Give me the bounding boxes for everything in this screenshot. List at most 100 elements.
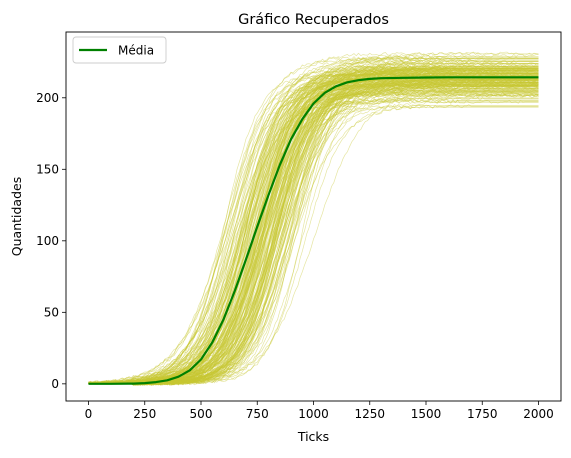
simulation-run-line [88, 74, 539, 386]
simulation-run-line [88, 83, 539, 385]
x-tick-label: 750 [246, 407, 269, 421]
simulation-run-line [88, 83, 539, 385]
simulation-run-line [88, 88, 539, 386]
simulation-run-line [88, 86, 539, 385]
simulation-run-line [88, 81, 539, 385]
simulation-run-line [88, 73, 539, 385]
simulation-run-line [88, 56, 539, 385]
simulation-run-line [88, 62, 539, 385]
y-tick-label: 150 [36, 163, 59, 177]
x-tick-label: 1000 [298, 407, 329, 421]
simulation-run-line [88, 64, 539, 386]
simulation-run-line [88, 81, 539, 386]
simulation-run-line [88, 69, 539, 385]
simulation-run-line [88, 67, 539, 385]
simulation-run-line [88, 82, 539, 384]
simulation-run-line [88, 104, 539, 386]
legend-label-media: Média [118, 44, 154, 58]
simulation-run-line [88, 84, 539, 385]
simulation-run-line [88, 85, 539, 385]
simulation-run-line [88, 90, 539, 386]
simulation-run-line [88, 71, 539, 386]
simulation-run-line [88, 91, 539, 385]
simulation-run-line [88, 53, 539, 385]
x-tick-label: 500 [190, 407, 213, 421]
simulation-run-line [88, 82, 539, 385]
y-tick-label: 0 [51, 377, 59, 391]
simulation-run-line [88, 83, 539, 386]
simulation-run-line [88, 84, 539, 385]
simulation-run-line [88, 74, 539, 386]
simulation-run-line [88, 81, 539, 386]
simulation-run-line [88, 84, 539, 385]
simulation-run-line [88, 68, 539, 386]
mean-series-line [88, 76, 539, 385]
simulation-run-line [88, 52, 539, 385]
simulation-run-line [88, 66, 539, 386]
simulation-run-line [88, 51, 539, 385]
simulation-run-line [88, 72, 539, 385]
simulation-run-line [88, 80, 539, 385]
simulation-run-line [88, 68, 539, 386]
simulation-run-line [88, 68, 539, 385]
y-tick-label: 50 [44, 306, 59, 320]
simulation-run-line [88, 105, 539, 385]
simulation-run-line [88, 59, 539, 386]
simulation-run-line [88, 63, 539, 385]
simulation-run-line [88, 72, 539, 386]
y-tick-label: 200 [36, 91, 59, 105]
simulation-run-line [88, 68, 539, 386]
simulation-run-line [88, 85, 539, 385]
simulation-run-line [88, 68, 539, 386]
simulation-run-line [88, 67, 539, 385]
simulation-run-line [88, 81, 539, 386]
simulation-run-line [88, 88, 539, 385]
simulation-run-line [88, 61, 539, 385]
simulation-run-line [88, 81, 539, 385]
simulation-run-line [88, 76, 539, 385]
x-tick-label: 2000 [523, 407, 554, 421]
simulation-run-line [88, 80, 539, 385]
legend: Média [72, 36, 167, 64]
simulation-run-line [88, 65, 539, 385]
simulation-run-line [88, 79, 539, 385]
simulation-run-line [88, 66, 539, 386]
simulation-run-line [88, 54, 539, 385]
simulation-run-line [88, 66, 539, 386]
simulation-run-line [88, 87, 539, 385]
x-axis-label: Ticks [297, 429, 329, 444]
simulation-run-line [88, 73, 539, 385]
simulation-run-line [88, 76, 539, 386]
simulation-run-line [88, 76, 539, 386]
simulation-run-line [88, 84, 539, 385]
mean-layer [88, 76, 539, 385]
simulation-run-line [88, 72, 539, 386]
simulation-run-line [88, 84, 539, 386]
x-tick-label: 1750 [467, 407, 498, 421]
simulation-run-line [88, 77, 539, 383]
simulation-run-line [88, 105, 539, 386]
simulation-run-line [88, 56, 539, 385]
simulation-run-line [88, 78, 539, 385]
simulation-run-line [88, 64, 539, 385]
simulation-run-line [88, 80, 539, 386]
simulation-run-line [88, 82, 539, 386]
simulation-run-line [88, 83, 539, 386]
x-tick-label: 1250 [354, 407, 385, 421]
simulation-run-line [88, 79, 539, 385]
simulation-run-line [88, 68, 539, 385]
y-axis-ticks: 0 50 100 150 200 [36, 91, 66, 391]
simulation-run-line [88, 69, 539, 386]
simulation-run-line [88, 78, 539, 385]
simulation-run-line [88, 65, 539, 385]
simulation-run-line [88, 80, 539, 386]
x-tick-label: 250 [133, 407, 156, 421]
simulation-run-line [88, 85, 539, 385]
simulation-run-line [88, 82, 539, 386]
simulation-run-line [88, 91, 539, 385]
chart-title: Gráfico Recuperados [238, 12, 389, 28]
simulation-run-line [88, 93, 539, 386]
simulation-run-line [88, 79, 539, 385]
